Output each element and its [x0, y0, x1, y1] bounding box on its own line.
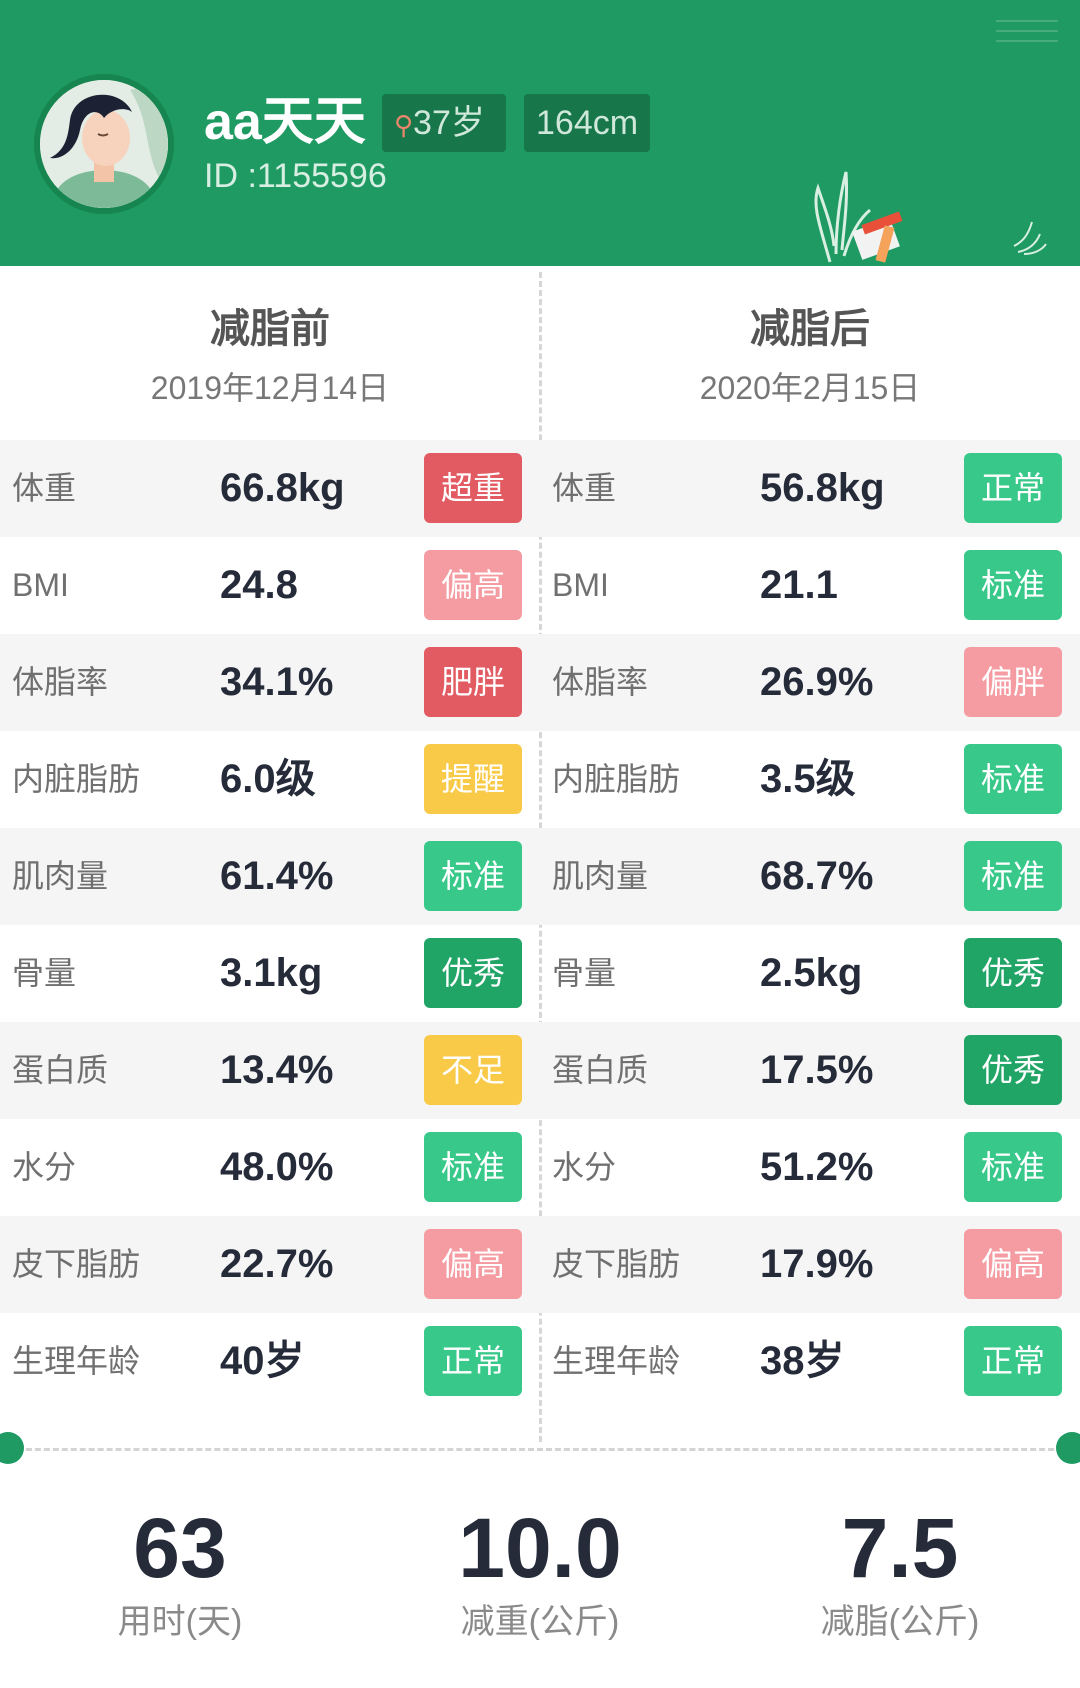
after-metric-label: 生理年龄 [552, 1343, 681, 1379]
after-metric-label: 骨量 [552, 955, 617, 991]
after-metric-value: 56.8kg [760, 466, 885, 510]
menu-icon[interactable] [996, 20, 1058, 50]
username: aa天天 [204, 93, 366, 151]
user-id: ID :1155596 [204, 157, 387, 195]
fat-loss-label: 减脂(公斤) [820, 1603, 980, 1641]
after-metric-label: 体脂率 [552, 664, 649, 700]
after-metric-value: 26.9% [760, 660, 874, 704]
after-status-badge: 优秀 [964, 1035, 1062, 1105]
weight-loss-label: 减重(公斤) [460, 1603, 620, 1641]
height-tag: 164cm [524, 94, 650, 152]
before-status-badge: 标准 [424, 1132, 522, 1202]
before-status-badge: 偏高 [424, 550, 522, 620]
before-metric-label: 皮下脂肪 [12, 1246, 141, 1282]
plant-scale-illustration [814, 171, 903, 263]
after-metric-value: 21.1 [760, 563, 838, 607]
age-value: 37岁 [413, 104, 485, 142]
summary-divider [8, 1448, 1072, 1451]
after-metric-value: 38岁 [760, 1339, 845, 1383]
avatar[interactable] [34, 74, 174, 214]
after-metric-value: 17.5% [760, 1048, 874, 1092]
divider-left-dot [0, 1432, 24, 1464]
table-row [0, 634, 1080, 731]
table-row [0, 1119, 1080, 1216]
before-metric-label: 内脏脂肪 [12, 761, 141, 797]
before-date: 2019年12月14日 [150, 370, 390, 406]
before-metric-label: 生理年龄 [12, 1343, 141, 1379]
table-row [0, 925, 1080, 1022]
after-status-badge: 标准 [964, 841, 1062, 911]
before-metric-label: 骨量 [12, 955, 77, 991]
gender-female-icon: ⚲ [394, 110, 414, 140]
before-status-badge: 标准 [424, 841, 522, 911]
table-row [0, 731, 1080, 828]
before-metric-value: 61.4% [220, 854, 334, 898]
before-metric-value: 6.0级 [220, 757, 316, 801]
table-row [0, 1022, 1080, 1119]
before-metric-value: 24.8 [220, 563, 298, 607]
before-title: 减脂前 [210, 307, 330, 351]
after-status-badge: 偏高 [964, 1229, 1062, 1299]
before-metric-label: 体脂率 [12, 664, 109, 700]
after-column-header: 减脂后 2020年2月15日 [540, 304, 1080, 408]
after-status-badge: 正常 [964, 1326, 1062, 1396]
after-date: 2020年2月15日 [699, 370, 921, 406]
before-metric-value: 22.7% [220, 1242, 334, 1286]
after-metric-label: 水分 [552, 1149, 617, 1185]
fat-loss-value: 7.5 [841, 1501, 959, 1595]
after-status-badge: 标准 [964, 744, 1062, 814]
before-metric-value: 48.0% [220, 1145, 334, 1189]
table-row [0, 537, 1080, 634]
after-status-badge: 正常 [964, 453, 1062, 523]
before-status-badge: 提醒 [424, 744, 522, 814]
before-status-badge: 偏高 [424, 1229, 522, 1299]
after-metric-value: 51.2% [760, 1145, 874, 1189]
before-metric-label: 蛋白质 [12, 1052, 109, 1088]
after-metric-value: 17.9% [760, 1242, 874, 1286]
before-metric-value: 66.8kg [220, 466, 345, 510]
after-status-badge: 标准 [964, 550, 1062, 620]
before-metric-label: 水分 [12, 1149, 77, 1185]
profile-header: aa天天 ⚲37岁 164cm ID :1155596 [0, 0, 1080, 266]
table-row [0, 440, 1080, 537]
age-tag: ⚲37岁 [382, 94, 506, 152]
before-metric-value: 34.1% [220, 660, 334, 704]
before-status-badge: 不足 [424, 1035, 522, 1105]
after-status-badge: 优秀 [964, 938, 1062, 1008]
after-metric-label: 体重 [552, 470, 617, 506]
divider-right-dot [1056, 1432, 1080, 1464]
after-metric-value: 2.5kg [760, 951, 863, 995]
after-metric-label: 皮下脂肪 [552, 1246, 681, 1282]
after-metric-label: BMI [552, 567, 609, 603]
before-status-badge: 超重 [424, 453, 522, 523]
table-row [0, 828, 1080, 925]
after-status-badge: 标准 [964, 1132, 1062, 1202]
weight-loss-value: 10.0 [458, 1501, 622, 1595]
table-row [0, 1313, 1080, 1410]
after-metric-label: 肌肉量 [552, 858, 649, 894]
summary-days: 63 用时(天) [0, 1500, 360, 1644]
before-metric-label: BMI [12, 567, 69, 603]
summary-fat-loss: 7.5 减脂(公斤) [720, 1500, 1080, 1644]
table-row [0, 1216, 1080, 1313]
before-metric-value: 3.1kg [220, 951, 323, 995]
after-metric-value: 3.5级 [760, 757, 856, 801]
days-label: 用时(天) [117, 1603, 243, 1641]
after-title: 减脂后 [750, 307, 870, 351]
after-status-badge: 偏胖 [964, 647, 1062, 717]
before-status-badge: 优秀 [424, 938, 522, 1008]
before-metric-value: 40岁 [220, 1339, 305, 1383]
before-status-badge: 肥胖 [424, 647, 522, 717]
summary-weight-loss: 10.0 减重(公斤) [360, 1500, 720, 1644]
before-metric-label: 肌肉量 [12, 858, 109, 894]
before-metric-label: 体重 [12, 470, 77, 506]
before-metric-value: 13.4% [220, 1048, 334, 1092]
after-metric-label: 内脏脂肪 [552, 761, 681, 797]
sparkle-icon [1013, 221, 1047, 255]
after-metric-label: 蛋白质 [552, 1052, 649, 1088]
before-column-header: 减脂前 2019年12月14日 [0, 304, 540, 408]
after-metric-value: 68.7% [760, 854, 874, 898]
before-status-badge: 正常 [424, 1326, 522, 1396]
days-value: 63 [133, 1501, 227, 1595]
